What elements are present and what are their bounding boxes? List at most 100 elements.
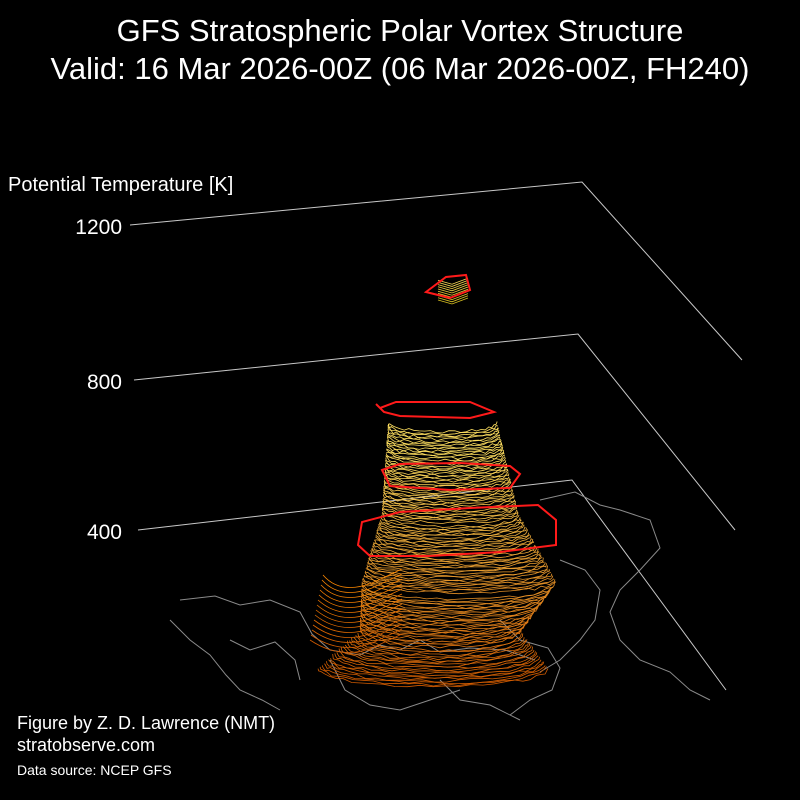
isosurface-contour: [437, 288, 469, 296]
isosurface-contour: [361, 585, 554, 603]
isosurface-contour: [385, 457, 506, 470]
isosurface-contour: [376, 532, 529, 546]
isosurface-contour: [357, 633, 522, 652]
isosurface-contour: [368, 557, 544, 572]
isosurface-contour: [382, 504, 517, 517]
isosurface-contour: [360, 612, 533, 632]
isosurface-contour: [319, 666, 547, 687]
isosurface-contour: [364, 571, 552, 585]
isosurface-contour: [314, 608, 403, 628]
isosurface-contour: [317, 668, 549, 688]
isosurface-contour: [340, 646, 533, 668]
isosurface-contour: [334, 652, 538, 673]
isosurface-contour: [349, 639, 528, 661]
isosurface-contour: [382, 506, 518, 519]
isosurface-contour: [385, 455, 506, 468]
isosurface-contour: [386, 442, 503, 455]
isosurface-contour: [377, 527, 527, 542]
highlight-contours: [356, 273, 557, 557]
isosurface-contour: [321, 573, 403, 593]
isosurface-contour: [317, 593, 403, 613]
highlight-contour-780: [375, 401, 498, 420]
coastline-segment: [539, 491, 711, 701]
isosurface-contour: [379, 521, 523, 534]
title-line-2: Valid: 16 Mar 2026-00Z (06 Mar 2026-00Z,…: [50, 51, 750, 86]
isosurface-contour: [353, 637, 525, 656]
grid-line-1200: [129, 181, 743, 361]
isosurface-contour: [360, 608, 537, 626]
upper-vortex-fragment: [437, 277, 469, 305]
isosurface-contour: [387, 434, 501, 445]
isosurface-contour: [368, 556, 543, 570]
z-tick-label-400: 400: [86, 521, 122, 544]
isosurface-contour: [361, 587, 553, 605]
isosurface-contour: [322, 568, 403, 588]
isosurface-contour: [384, 474, 510, 487]
isosurface-contour: [359, 622, 526, 641]
coastline-segment: [539, 559, 601, 673]
isosurface-contour: [386, 439, 502, 450]
isosurface-contour: [375, 534, 530, 547]
isosurface-contour: [359, 624, 525, 643]
credit-website: stratobserve.com: [17, 735, 156, 755]
isosurface-contour: [383, 489, 514, 501]
isosurface-contour: [366, 563, 547, 578]
isosurface-contour: [382, 511, 518, 522]
highlight-contour-1050: [423, 273, 472, 300]
isosurface-contour: [310, 628, 403, 648]
isosurface-contour: [384, 468, 509, 481]
isosurface-contour: [383, 486, 513, 498]
z-axis-label: Potential Temperature [K]: [8, 174, 234, 196]
isosurface-contour: [386, 444, 503, 457]
isosurface-contour: [386, 450, 505, 462]
isosurface-contour: [381, 512, 519, 524]
isosurface-contour: [316, 598, 403, 618]
isosurface-contour: [386, 436, 501, 449]
isosurface-contour: [437, 286, 469, 294]
isosurface-contour: [361, 581, 557, 595]
isosurface-contour: [385, 463, 508, 476]
isosurface-contour: [437, 297, 469, 305]
isosurface-contour: [381, 514, 520, 528]
isosurface-contour: [360, 601, 542, 620]
isosurface-contour: [309, 633, 403, 653]
isosurface-contour: [437, 284, 469, 292]
isosurface-contour: [320, 578, 403, 598]
isosurface-contour: [437, 282, 469, 290]
isosurface-contour: [387, 432, 500, 444]
isosurface-contour: [360, 618, 529, 638]
isosurface-contour: [382, 500, 516, 513]
chart-title: GFS Stratospheric Polar Vortex Structure…: [0, 12, 800, 88]
isosurface-contour: [387, 421, 498, 434]
isosurface-contour: [360, 610, 534, 630]
isosurface-contour: [384, 473, 510, 485]
isosurface-contour: [387, 423, 498, 436]
isosurface-contour: [342, 645, 532, 665]
isosurface-contour: [318, 588, 403, 608]
isosurface-contour: [319, 583, 403, 603]
isosurface-contour: [351, 637, 526, 658]
credit-block: Figure by Z. D. Lawrence (NMT) stratobse…: [17, 712, 275, 783]
isosurface-contour: [387, 429, 500, 442]
isosurface-contour: [362, 577, 555, 591]
isosurface-contour: [315, 603, 403, 623]
isosurface-contour: [344, 643, 531, 664]
coastline-segment: [229, 639, 301, 681]
grid-line-400: [137, 479, 727, 691]
isosurface-contour: [324, 661, 545, 683]
z-grid-lines: [129, 181, 743, 691]
isosurface-contour: [332, 653, 539, 675]
isosurface-contour: [347, 640, 529, 663]
z-tick-label-1200: 1200: [75, 216, 122, 239]
isosurface-contour: [378, 523, 525, 537]
isosurface-contour: [437, 277, 469, 285]
isosurface-contour: [369, 553, 542, 568]
isosurface-contour: [330, 656, 540, 677]
isosurface-contour: [363, 575, 554, 589]
highlight-contour-430: [356, 503, 557, 557]
isosurface-contour: [437, 295, 469, 303]
highlight-contour-600: [380, 461, 522, 492]
isosurface-contour: [379, 518, 522, 532]
coastline-segment: [169, 619, 281, 711]
coastlines: [169, 491, 711, 721]
